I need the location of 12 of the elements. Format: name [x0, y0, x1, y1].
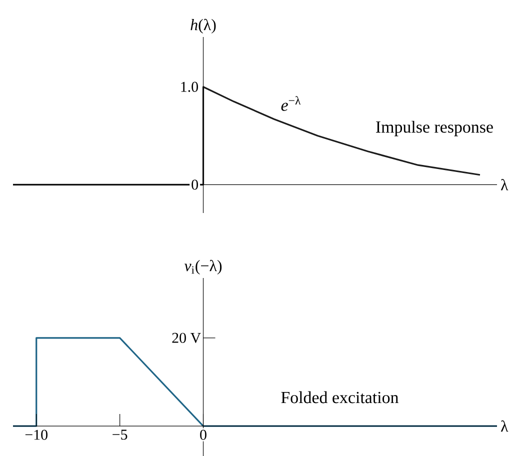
annotation: e$^{−λ}$ — [281, 96, 301, 111]
y-tick-label: 1.0 — [181, 82, 198, 92]
annotation: 20 V — [172, 332, 201, 343]
x-tick-label: −5 — [112, 430, 128, 440]
x-axis-title: λ — [500, 420, 508, 432]
x-tick-label: −10 — [25, 430, 48, 440]
x-axis-title: λ — [500, 179, 508, 190]
y-axis-title: v$_{i}$(−λ) — [184, 260, 222, 274]
annotation: Folded excitation — [281, 391, 399, 404]
y-axis-title: h(λ) — [190, 18, 216, 34]
x-tick-label: 0 — [200, 430, 206, 440]
annotation: Impulse response — [376, 120, 493, 136]
